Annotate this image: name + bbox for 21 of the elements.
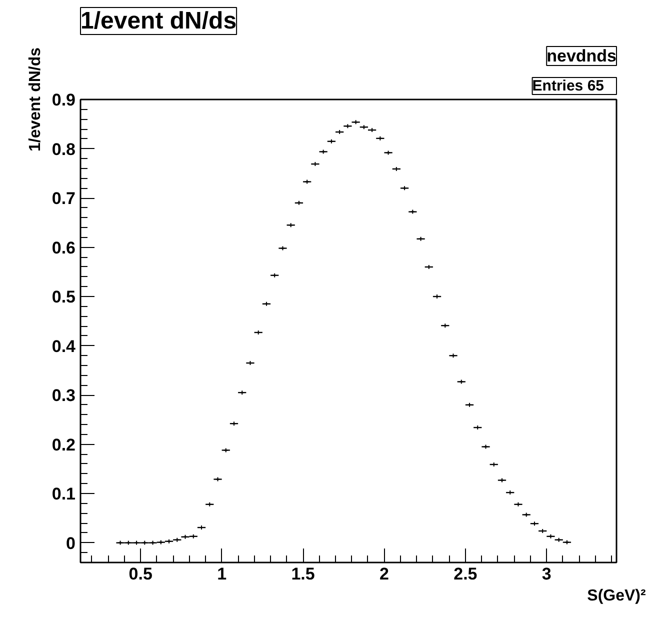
y-tick-label: 0.5	[52, 288, 76, 307]
y-tick-label: 0.9	[52, 90, 76, 110]
x-tick-label: 1.5	[291, 564, 315, 584]
x-tick-label: 0.5	[128, 564, 152, 584]
y-tick-label: 0.4	[52, 336, 76, 356]
y-tick-label: 0.1	[52, 484, 76, 504]
x-tick-label: 3	[542, 564, 552, 584]
y-tick-label: 0.2	[52, 435, 76, 454]
x-tick-label: 2.5	[454, 564, 478, 584]
text: Entries 65	[532, 78, 604, 94]
chart-title: 1/event dN/ds	[80, 8, 237, 34]
x-tick-label: 1	[217, 564, 227, 584]
y-axis-title: 1/event dN/ds	[26, 47, 44, 152]
y-tick-label: 0.8	[52, 140, 76, 159]
y-tick-label: 0.3	[52, 386, 76, 406]
x-axis-title: S(GeV)²	[587, 588, 646, 604]
y-tick-label: 0	[66, 534, 76, 553]
x-tick-label: 2	[380, 564, 389, 584]
y-tick-label: 0.6	[52, 238, 76, 258]
y-tick-label: 0.7	[52, 189, 76, 208]
text: nevdnds	[546, 46, 617, 66]
